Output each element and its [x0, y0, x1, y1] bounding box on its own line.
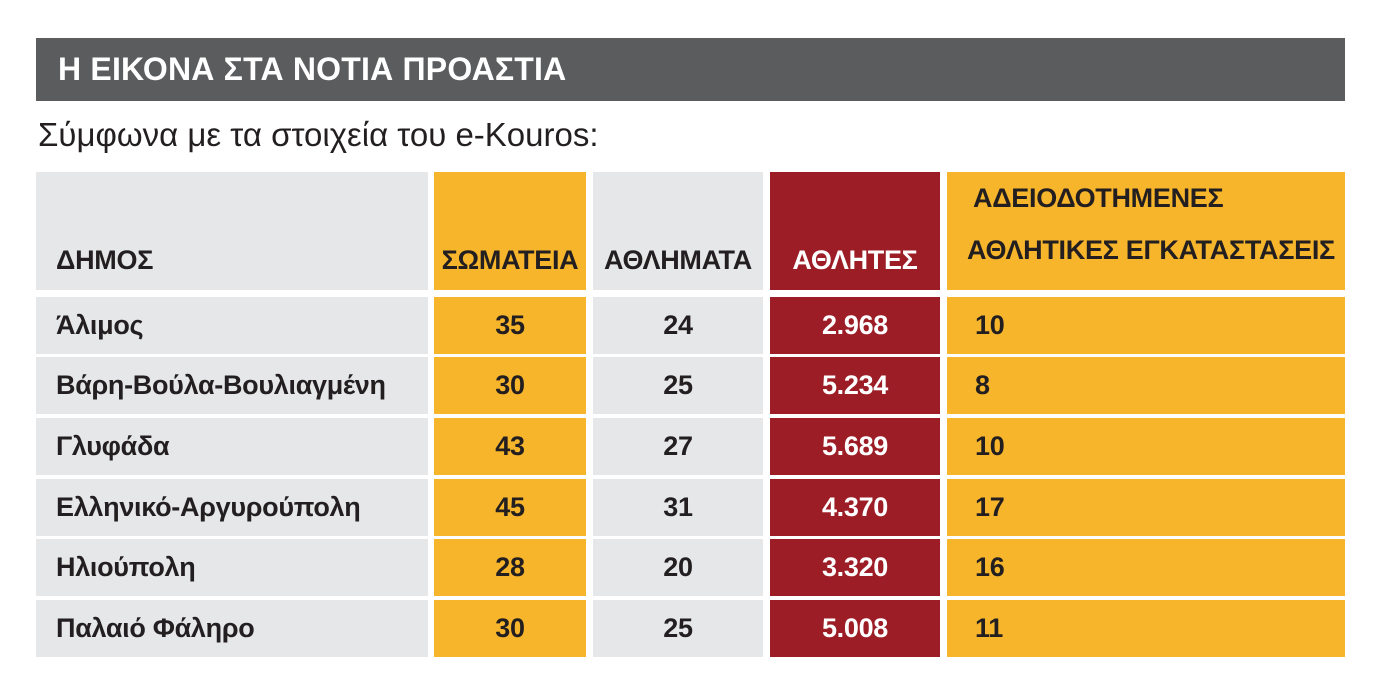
cell-dimos: Ελληνικό-Αργυρούπολη	[36, 479, 428, 536]
cell-egkatastaseis: 8	[947, 357, 1345, 414]
cell-dimos: Ηλιούπολη	[36, 539, 428, 596]
header-egkatastaseis: ΑΔΕΙΟΔΟΤΗΜΕΝΕΣ ΑΘΛΗΤΙΚΕΣ ΕΓΚΑΤΑΣΤΑΣΕΙΣ	[947, 172, 1345, 290]
cell-athlimata: 27	[593, 418, 763, 475]
cell-athlites: 2.968	[770, 297, 940, 354]
cell-dimos: Βάρη-Βούλα-Βουλιαγμένη	[36, 357, 428, 414]
cell-egkatastaseis: 10	[947, 418, 1345, 475]
cell-egkatastaseis: 10	[947, 297, 1345, 354]
cell-athlites: 5.689	[770, 418, 940, 475]
header-athlites: ΑΘΛΗΤΕΣ	[770, 172, 940, 290]
cell-somateia: 35	[434, 297, 586, 354]
cell-athlites: 3.320	[770, 539, 940, 596]
cell-somateia: 45	[434, 479, 586, 536]
cell-egkatastaseis: 11	[947, 600, 1345, 657]
cell-athlites: 5.234	[770, 357, 940, 414]
header-somateia: ΣΩΜΑΤΕΙΑ	[434, 172, 586, 290]
subtitle: Σύμφωνα με τα στοιχεία του e-Kouros:	[38, 116, 599, 153]
header-dimos: ΔΗΜΟΣ	[36, 172, 428, 290]
cell-dimos: Γλυφάδα	[36, 418, 428, 475]
cell-athlimata: 25	[593, 600, 763, 657]
cell-athlimata: 25	[593, 357, 763, 414]
header-egkatastaseis-line2: ΑΘΛΗΤΙΚΕΣ ΕΓΚΑΤΑΣΤΑΣΕΙΣ	[967, 234, 1335, 265]
cell-athlites: 4.370	[770, 479, 940, 536]
header-egkatastaseis-line1: ΑΔΕΙΟΔΟΤΗΜΕΝΕΣ	[973, 183, 1224, 214]
cell-athlimata: 20	[593, 539, 763, 596]
cell-athlimata: 31	[593, 479, 763, 536]
cell-egkatastaseis: 17	[947, 479, 1345, 536]
cell-athlites: 5.008	[770, 600, 940, 657]
cell-somateia: 30	[434, 600, 586, 657]
cell-dimos: Παλαιό Φάληρο	[36, 600, 428, 657]
cell-athlimata: 24	[593, 297, 763, 354]
cell-dimos: Άλιμος	[36, 297, 428, 354]
header-athlimata: ΑΘΛΗΜΑΤΑ	[593, 172, 763, 290]
cell-somateia: 28	[434, 539, 586, 596]
cell-somateia: 30	[434, 357, 586, 414]
cell-somateia: 43	[434, 418, 586, 475]
page-title: Η ΕΙΚΟΝΑ ΣΤΑ ΝΟΤΙΑ ΠΡΟΑΣΤΙΑ	[36, 38, 1345, 101]
cell-egkatastaseis: 16	[947, 539, 1345, 596]
